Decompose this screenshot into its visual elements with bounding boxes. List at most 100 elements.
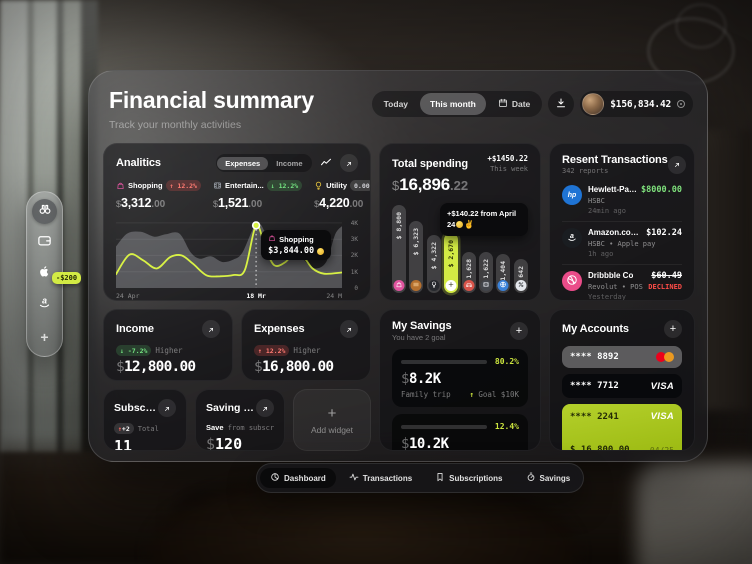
income-expand-button[interactable] [202, 320, 220, 338]
accounts-title: My Accounts [562, 323, 629, 335]
range-tab-date[interactable]: Date [488, 93, 540, 115]
nav-dashboard[interactable]: Dashboard [260, 468, 336, 488]
expenses-badge-suffix: Higher [293, 346, 321, 355]
account-balance-pill[interactable]: $156,834.42 [580, 91, 693, 117]
transactions-count: 342 reports [562, 167, 609, 175]
add-account-button[interactable]: + [664, 320, 682, 338]
income-badge: ↓ -7.2% [116, 345, 152, 356]
transactions-title: Resent Transactions [562, 154, 668, 166]
y-tick: 0 [354, 285, 358, 292]
goal-percent: 12.4% [494, 422, 519, 431]
add-goal-button[interactable]: + [510, 322, 528, 340]
chandelier-ring [676, 4, 726, 48]
analytics-stat-entertain[interactable]: Entertain... ↓ 12.2% $1,521.00 [213, 180, 303, 212]
nav-transactions[interactable]: Transactions [339, 468, 422, 488]
range-tab-this-month[interactable]: This month [420, 93, 486, 115]
goals-list: 80.2% $8.2K Family trip ↑ Goal $10K 12.4% $10… [392, 349, 528, 450]
sidebar-apple-button[interactable]: -$200 [32, 262, 82, 287]
binoculars-icon [38, 202, 52, 221]
spending-bar-2[interactable]: $ 4,322 [426, 235, 441, 293]
saving-tips-title: Saving tips [206, 402, 254, 414]
film-icon [213, 181, 222, 190]
income-value: $12,800.00 [116, 359, 196, 375]
spending-bar-0[interactable]: $ 8,800 [392, 205, 406, 293]
pulse-icon [349, 472, 359, 484]
sidebar-amazon-button[interactable]: a [32, 293, 57, 318]
account-card-8892[interactable]: **** 8892 [562, 346, 682, 368]
plus-icon [448, 281, 455, 290]
saving-tips-card: Saving tips Save from subscri... $120 [195, 389, 285, 451]
income-card: Income ↓ -7.2% Higher $12,800.00 [103, 309, 233, 381]
bulb-icon [430, 281, 437, 290]
arrow-up-right-icon [345, 322, 353, 337]
x-axis-labels: 24 Apr 18 Mr 24 M [116, 292, 342, 300]
apple-spend-badge: -$200 [52, 271, 82, 284]
analytics-card: Analitics Expenses Income Shopping ↑ 12.2%… [103, 143, 371, 301]
spending-bar-4[interactable]: $ 1,628 [461, 252, 476, 293]
sidebar-add-button[interactable]: + [40, 328, 49, 345]
shopping-bag-icon [268, 234, 276, 244]
income-title: Income [116, 323, 154, 335]
sidebar-wallet-button[interactable] [32, 230, 57, 255]
bookmark-icon [435, 472, 445, 484]
add-widget-button[interactable]: + Add widget [293, 389, 371, 451]
transactions-expand-button[interactable] [667, 155, 686, 174]
analytics-stat-utility[interactable]: Utility 0.00 $4,220.00 [314, 180, 370, 212]
spending-bar-3[interactable]: $ 2,670 [444, 233, 459, 293]
wallet-icon [37, 233, 52, 253]
analytics-tab-expenses[interactable]: Expenses [217, 156, 269, 170]
transaction-amount: $60.49 [651, 271, 682, 281]
spending-bar-6[interactable]: $ 1,404 [496, 254, 511, 293]
arrow-up-right-icon [673, 157, 681, 172]
analytics-chart[interactable]: 4K 3K 2K 1K 0 24 Apr 18 Mr 24 M Shopping $3,… [116, 218, 358, 300]
expenses-expand-button[interactable] [340, 320, 358, 338]
transaction-row[interactable]: Dribbble Co $60.49 Revolut • POS DECLINED Ye… [562, 264, 682, 300]
bars: $ 8,800 $ 6,323 $ 4,322 $ 2,670 $ 1,628 $ 1,6… [392, 201, 528, 293]
subscriptions-suffix: Total [137, 424, 159, 433]
subscriptions-expand-button[interactable] [158, 399, 176, 417]
download-button[interactable] [548, 91, 575, 117]
globe-icon [500, 281, 507, 290]
y-axis-labels: 4K 3K 2K 1K 0 [344, 218, 358, 292]
analytics-tab-income[interactable]: Income [276, 158, 303, 168]
x-label-active: 18 Mr [246, 292, 266, 300]
saving-tips-expand-button[interactable] [256, 399, 274, 417]
analytics-stat-shopping[interactable]: Shopping ↑ 12.2% $3,312.00 [116, 180, 201, 212]
arrow-up-right-icon [207, 322, 215, 337]
savings-card: My Savings You have 2 goal + 80.2% $8.2K F… [379, 309, 541, 451]
nav-subscriptions[interactable]: Subscriptions [425, 468, 512, 488]
shopping-bag-icon [116, 181, 125, 190]
coin-icon [317, 247, 325, 255]
range-tab-today[interactable]: Today [383, 99, 409, 109]
subscriptions-card: Subscri... ↑+2 Total 11 [103, 389, 187, 451]
account-card-2241[interactable]: **** 2241 VISA $ 16,800.00 04/25 [562, 404, 682, 451]
stat-badge: ↓ 12.2% [266, 180, 303, 191]
analytics-expand-button[interactable] [340, 154, 358, 172]
sidebar-rail: -$200 a + [26, 191, 82, 357]
spending-bar-1[interactable]: $ 6,323 [409, 221, 424, 293]
page-title: Financial summary [109, 87, 314, 113]
account-card-7712[interactable]: **** 7712 VISA [562, 374, 682, 398]
bulb-icon [314, 181, 323, 190]
savings-title: My Savings [392, 320, 452, 332]
app-logo-button[interactable] [32, 199, 57, 224]
chart-tooltip: Shopping $3,844.00 [261, 230, 332, 260]
chart-type-button[interactable] [317, 154, 335, 172]
visibility-icon [677, 100, 685, 108]
film-icon [482, 281, 489, 290]
room-shelf [702, 130, 752, 410]
date-range-tabs: Today This month Date [371, 91, 543, 117]
shopping-bag-icon [396, 281, 403, 290]
savings-goal-family-trip[interactable]: 80.2% $8.2K Family trip ↑ Goal $10K [392, 349, 528, 407]
header-controls: Today This month Date $156,834.42 [371, 91, 693, 117]
savings-goal-new-car[interactable]: 12.4%$10.2KNew car↑ Goal $58K [392, 414, 528, 450]
download-icon [555, 97, 567, 112]
nav-savings[interactable]: Savings [516, 468, 581, 488]
car-icon [465, 281, 472, 290]
card-balance: $ 16,800.00 [570, 445, 630, 451]
spending-bar-7[interactable]: $ 642 [513, 259, 528, 293]
spending-bar-5[interactable]: $ 1,622 [478, 252, 493, 293]
